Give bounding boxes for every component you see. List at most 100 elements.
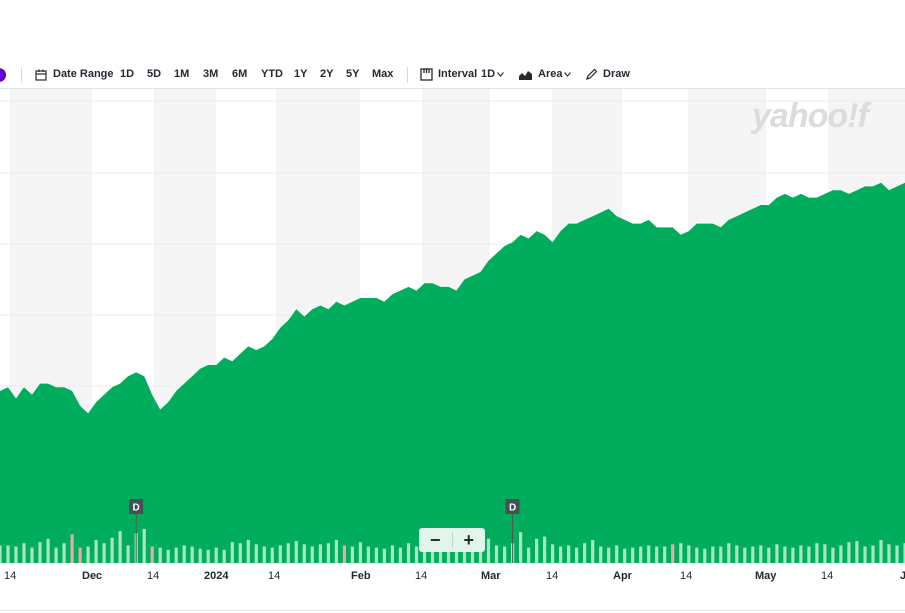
chart-type-dropdown[interactable]: Area bbox=[538, 68, 563, 80]
volume-bar bbox=[398, 547, 402, 563]
volume-bar bbox=[575, 547, 579, 563]
volume-bar bbox=[839, 545, 843, 563]
volume-bar bbox=[262, 546, 266, 563]
toolbar-divider bbox=[407, 67, 408, 83]
zoom-in-button[interactable]: + bbox=[463, 529, 474, 550]
volume-bar bbox=[38, 542, 42, 563]
range-6m-button[interactable]: 6M bbox=[232, 68, 248, 80]
interval-icon bbox=[420, 68, 433, 81]
volume-bar bbox=[358, 542, 362, 563]
volume-bar bbox=[126, 545, 130, 563]
volume-bar bbox=[278, 545, 282, 563]
volume-bar bbox=[102, 543, 106, 563]
range-1m-button[interactable]: 1M bbox=[174, 68, 190, 80]
volume-bar bbox=[30, 547, 34, 563]
draw-button[interactable]: Draw bbox=[603, 68, 630, 80]
pencil-icon bbox=[586, 68, 598, 80]
range-1y-button[interactable]: 1Y bbox=[294, 68, 308, 80]
volume-bar bbox=[607, 547, 611, 563]
range-max-button[interactable]: Max bbox=[372, 68, 394, 80]
x-axis-label: Apr bbox=[613, 570, 632, 582]
volume-bar bbox=[543, 536, 547, 563]
range-1d-button[interactable]: 1D bbox=[120, 68, 135, 80]
range-2y-button[interactable]: 2Y bbox=[320, 68, 334, 80]
volume-bar bbox=[286, 543, 290, 563]
volume-bar bbox=[46, 538, 50, 563]
volume-bar bbox=[799, 545, 803, 563]
volume-bar bbox=[599, 546, 603, 563]
dividend-label: D bbox=[509, 503, 516, 514]
comparison-icon[interactable] bbox=[0, 68, 6, 82]
range-3m-button[interactable]: 3M bbox=[203, 68, 219, 80]
range-ytd-button[interactable]: YTD bbox=[261, 68, 283, 80]
volume-bar bbox=[567, 545, 571, 563]
volume-bar bbox=[639, 546, 643, 563]
volume-bar bbox=[647, 545, 651, 563]
volume-bar bbox=[775, 544, 779, 563]
volume-bar bbox=[655, 546, 659, 563]
volume-bar bbox=[727, 543, 731, 563]
volume-bar bbox=[86, 546, 90, 563]
range-5y-button[interactable]: 5Y bbox=[346, 68, 360, 80]
volume-bar bbox=[190, 546, 194, 563]
volume-bar bbox=[246, 539, 250, 563]
volume-bar bbox=[759, 545, 763, 563]
x-axis-label: 14 bbox=[821, 570, 834, 582]
volume-bar bbox=[430, 545, 435, 563]
zoom-out-button[interactable]: − bbox=[429, 529, 441, 550]
volume-bar bbox=[743, 547, 747, 563]
volume-bar bbox=[422, 547, 427, 563]
volume-bar bbox=[519, 532, 523, 563]
x-axis-label: 14 bbox=[147, 570, 160, 582]
x-axis-label: 14 bbox=[680, 570, 693, 582]
volume-bar bbox=[671, 544, 675, 563]
interval-label: Interval bbox=[438, 68, 478, 80]
volume-bar bbox=[198, 548, 202, 563]
chevron-down-icon[interactable] bbox=[497, 72, 504, 77]
volume-bar bbox=[735, 545, 739, 563]
volume-bar bbox=[783, 546, 787, 563]
volume-bar bbox=[270, 547, 274, 563]
volume-bar bbox=[22, 543, 26, 563]
volume-bar bbox=[454, 547, 459, 563]
volume-bar bbox=[382, 548, 386, 563]
interval-dropdown[interactable]: 1D bbox=[481, 68, 496, 80]
x-axis-label: 2024 bbox=[204, 570, 229, 582]
volume-bar bbox=[503, 546, 507, 563]
volume-bar bbox=[118, 531, 122, 563]
volume-bar bbox=[406, 543, 411, 563]
dividend-badge bbox=[129, 499, 144, 514]
x-axis-label: 14 bbox=[546, 570, 559, 582]
volume-bar bbox=[462, 546, 467, 563]
volume-bar bbox=[711, 546, 715, 563]
date-range-button[interactable]: Date Range bbox=[53, 68, 114, 80]
x-axis-label: 14 bbox=[415, 570, 428, 582]
volume-bar bbox=[767, 547, 771, 563]
volume-bar bbox=[623, 548, 627, 563]
calendar-icon bbox=[35, 69, 47, 81]
volume-bar bbox=[294, 541, 298, 563]
volume-bar bbox=[815, 543, 819, 563]
dividend-badge bbox=[505, 499, 520, 514]
volume-bar bbox=[591, 539, 595, 563]
range-5d-button[interactable]: 5D bbox=[147, 68, 162, 80]
volume-bar bbox=[238, 543, 242, 563]
volume-bar bbox=[110, 537, 114, 563]
volume-bar bbox=[70, 534, 74, 563]
volume-bar bbox=[230, 542, 234, 563]
volume-bar bbox=[414, 546, 419, 563]
volume-bar bbox=[214, 547, 218, 563]
volume-bar bbox=[6, 545, 10, 563]
volume-bar bbox=[54, 547, 58, 563]
x-axis-label: Dec bbox=[82, 570, 103, 582]
price-area bbox=[0, 182, 905, 563]
chevron-down-icon[interactable] bbox=[564, 72, 571, 77]
volume-bar bbox=[302, 544, 306, 563]
volume-bar bbox=[583, 543, 587, 563]
volume-bar bbox=[254, 544, 258, 563]
volume-bar bbox=[310, 546, 314, 563]
volume-bar bbox=[807, 546, 811, 563]
volume-bar bbox=[903, 543, 905, 563]
volume-bar bbox=[887, 544, 891, 563]
